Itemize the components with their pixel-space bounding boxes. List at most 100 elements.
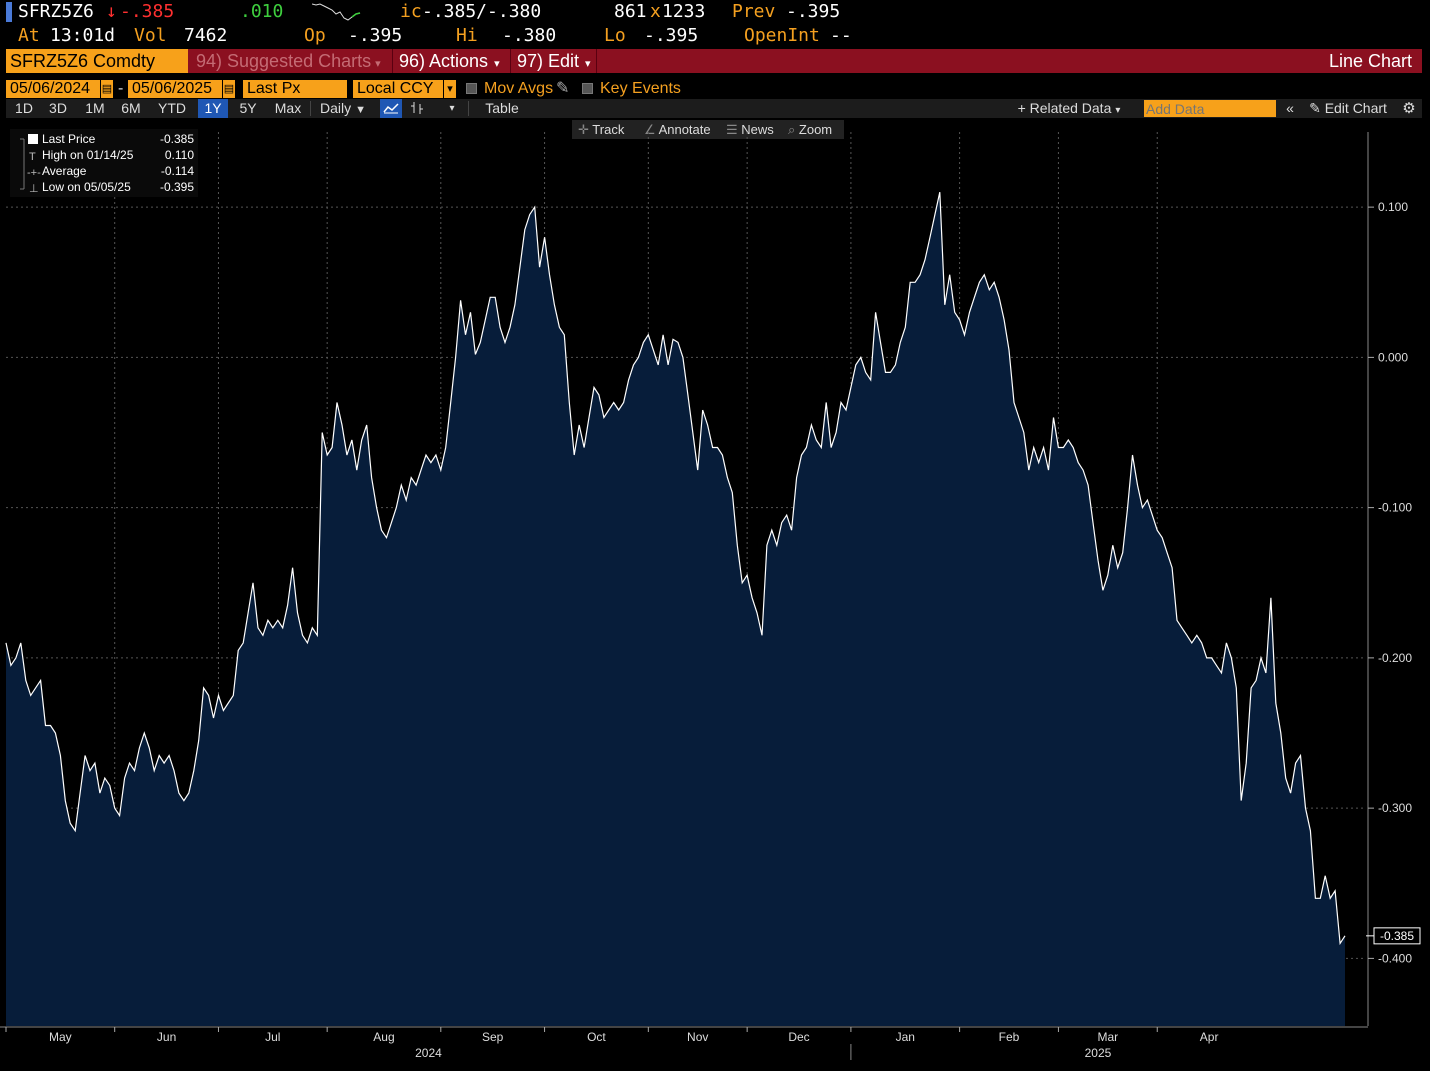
pencil-icon[interactable]: ✎ — [556, 80, 570, 97]
suggested-charts-menu[interactable]: 94) Suggested Charts ▾ — [190, 49, 392, 73]
separator — [310, 101, 311, 116]
edit-chart-button[interactable]: ✎ Edit Chart — [1304, 99, 1392, 118]
range-1y[interactable]: 1Y — [198, 99, 228, 118]
period-select[interactable]: Daily ▼ — [314, 99, 372, 118]
news-tool[interactable]: ☰ News — [726, 120, 774, 139]
open-value: -.395 — [348, 25, 403, 46]
y-tick-label: -0.200 — [1378, 651, 1412, 665]
low-value: -.395 — [644, 25, 699, 46]
mov-avgs-checkbox[interactable] — [466, 83, 477, 94]
chart-tools: ✛ Track ∠ Annotate ☰ News ⌕ Zoom — [572, 120, 844, 139]
end-date-input[interactable]: 05/06/2025 — [128, 80, 222, 98]
last-price-tag-label: -0.385 — [1380, 929, 1414, 943]
size-separator: x — [650, 1, 661, 22]
x-tick-label: Mar — [1097, 1030, 1118, 1044]
legend-bracket-icon: T -+- ⊥ — [20, 138, 41, 195]
svg-text:T: T — [29, 151, 36, 163]
at-time: 13:01d — [50, 25, 116, 46]
legend-average-value: -0.114 — [160, 164, 194, 178]
chevron-down-icon: ▾ — [375, 58, 381, 70]
gear-icon[interactable]: ⚙ — [1402, 100, 1416, 117]
high-value: -.380 — [502, 25, 557, 46]
legend-last-price-value: -0.385 — [159, 132, 194, 146]
prev-value: -.395 — [786, 1, 841, 22]
x-tick-label: Jan — [896, 1030, 915, 1044]
range-ytd[interactable]: YTD — [158, 100, 186, 116]
open-interest-label: OpenInt — [744, 25, 820, 46]
start-date-input[interactable]: 05/06/2024 — [6, 80, 100, 98]
track-tool[interactable]: ✛ Track — [578, 120, 624, 139]
bar-chart-icon[interactable] — [406, 99, 428, 118]
news-label: News — [741, 122, 774, 137]
related-data-label: + Related Data — [1017, 100, 1112, 116]
y-axis: 0.100 0.000 -0.100 -0.200 -0.300 -0.400 -0.385 — [1366, 132, 1421, 1026]
ic-label: ic — [400, 1, 422, 22]
range-1m[interactable]: 1M — [85, 100, 105, 116]
actions-label: 96) Actions — [399, 51, 489, 71]
security-input[interactable]: SFRZ5Z6 Comdty — [6, 49, 188, 73]
chart-legend: T -+- ⊥ Last Price -0.385 High on 01/14/… — [10, 129, 198, 197]
key-events-checkbox[interactable] — [582, 83, 593, 94]
x-tick-label: Aug — [373, 1030, 394, 1044]
open-label: Op — [304, 25, 326, 46]
x-axis: May Jun Jul Aug Sep Oct Nov Dec Jan Feb Mar Apr 2024… — [0, 1026, 1368, 1060]
chevron-down-icon: ▾ — [1115, 105, 1121, 116]
low-label: Lo — [604, 25, 626, 46]
y-tick-label: -0.100 — [1378, 501, 1412, 515]
track-label: Track — [592, 122, 625, 137]
range-6m[interactable]: 6M — [121, 100, 141, 116]
bid-ask-value: -.385/-.380 — [422, 1, 542, 22]
x-tick-label: Feb — [999, 1030, 1020, 1044]
x-tick-label: Nov — [687, 1030, 708, 1044]
zoom-tool[interactable]: ⌕ Zoom — [788, 120, 832, 139]
currency-select[interactable]: Local CCY — [353, 80, 443, 98]
x-tick-label: Jun — [157, 1030, 176, 1044]
down-arrow-icon: ↓ — [106, 1, 117, 22]
chart-type-title: Line Chart — [1328, 51, 1412, 71]
last-price-value: -.385 — [120, 1, 175, 22]
line-chart-icon[interactable] — [380, 99, 402, 118]
table-button[interactable]: Table — [485, 100, 519, 116]
collapse-icon[interactable]: « — [1286, 100, 1294, 116]
range-5y[interactable]: 5Y — [239, 100, 257, 116]
year-label: 2025 — [1085, 1046, 1112, 1060]
x-tick-label: Dec — [788, 1030, 809, 1044]
field-select[interactable]: Last Px — [243, 80, 347, 98]
legend-low-label: Low on 05/05/25 — [42, 180, 131, 194]
y-tick-label: -0.300 — [1378, 801, 1412, 815]
legend-low-value: -0.395 — [159, 180, 194, 194]
legend-high-value: 0.110 — [164, 148, 194, 162]
key-events-label[interactable]: Key Events — [600, 80, 681, 97]
calendar-icon[interactable]: ▤ — [101, 80, 113, 98]
x-tick-label: Sep — [482, 1030, 504, 1044]
separator — [468, 101, 469, 116]
add-data-input[interactable] — [1144, 100, 1276, 117]
chevron-down-icon: ▾ — [494, 58, 500, 70]
annotate-label: Annotate — [658, 122, 711, 137]
annotate-icon: ∠ — [644, 122, 656, 137]
edit-menu[interactable]: 97) Edit ▾ — [510, 49, 596, 73]
range-1d[interactable]: 1D — [15, 100, 33, 116]
vol-label: Vol — [134, 25, 167, 46]
calendar-icon[interactable]: ▤ — [223, 80, 235, 98]
legend-average-label: Average — [42, 164, 87, 178]
chevron-down-icon[interactable]: ▾ — [444, 80, 456, 98]
actions-menu[interactable]: 96) Actions ▾ — [392, 49, 510, 73]
annotate-tool[interactable]: ∠ Annotate — [644, 120, 711, 139]
related-data-menu[interactable]: + Related Data ▾ — [1010, 99, 1128, 118]
chart-toolbar: SFRZ5Z6 Comdty 94) Suggested Charts ▾ 96)… — [6, 49, 1422, 73]
date-range-dash: - — [118, 80, 124, 97]
chevron-down-icon[interactable]: ▾ — [449, 103, 455, 114]
range-3d[interactable]: 3D — [49, 100, 67, 116]
at-label: At — [18, 25, 40, 46]
chevron-down-icon: ▼ — [355, 104, 366, 116]
crosshair-icon: ✛ — [578, 122, 589, 137]
sparkline-icon — [312, 3, 361, 21]
mov-avgs-label[interactable]: Mov Avgs — [484, 80, 554, 97]
ticker-label: SFRZ5Z6 — [18, 1, 94, 22]
x-tick-label: May — [49, 1030, 72, 1044]
open-interest-value: -- — [830, 25, 852, 46]
range-max[interactable]: Max — [274, 100, 302, 116]
svg-text:-+-: -+- — [27, 167, 41, 179]
